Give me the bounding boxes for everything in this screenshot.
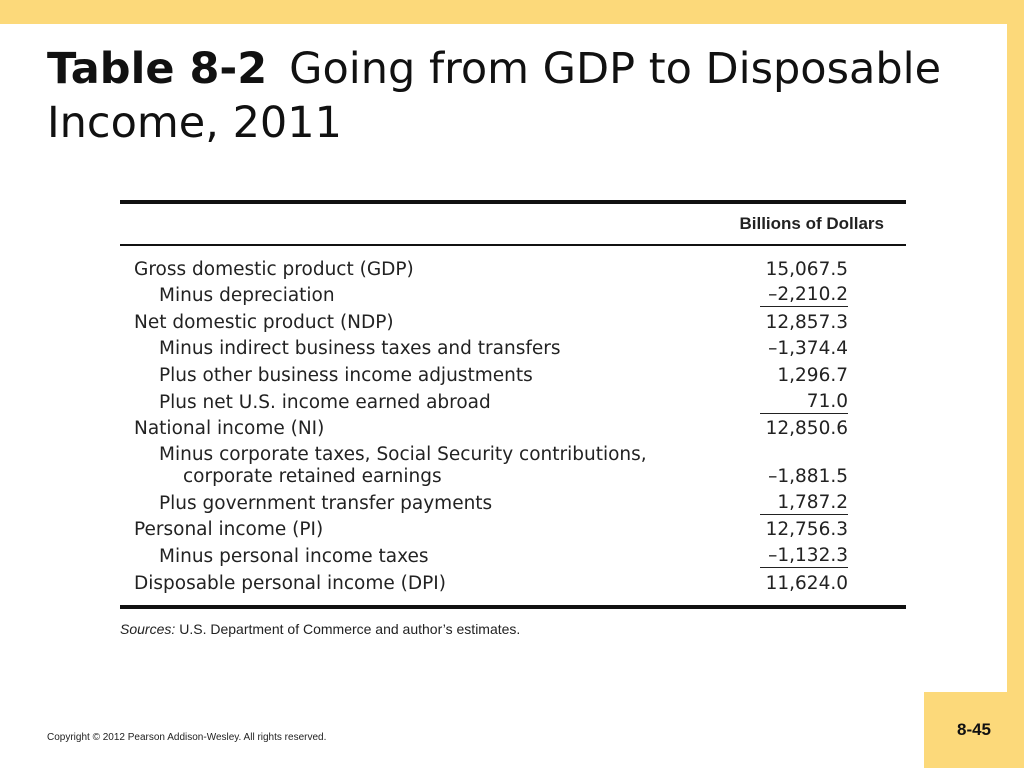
row-label: Minus personal income taxes	[159, 545, 429, 567]
table-row: Minus depreciation –2,210.2	[120, 281, 906, 308]
row-value-text: –1,132.3	[760, 545, 848, 568]
row-label: Net domestic product (NDP)	[134, 311, 394, 333]
table-row: Minus personal income taxes –1,132.3	[120, 541, 906, 568]
row-value: –2,210.2	[738, 281, 906, 308]
row-label-line1: Minus corporate taxes, Social Security c…	[159, 444, 647, 466]
row-value: 1,296.7	[738, 360, 906, 387]
row-value: 11,624.0	[738, 568, 906, 595]
sources-text: U.S. Department of Commerce and author’s…	[179, 620, 521, 637]
row-value-text: 12,850.6	[765, 418, 848, 440]
row-label: Minus indirect business taxes and transf…	[159, 338, 561, 360]
data-table: Billions of Dollars Gross domestic produ…	[120, 200, 906, 637]
row-value-text: 12,857.3	[765, 311, 848, 333]
table-row: Net domestic product (NDP) 12,857.3	[120, 307, 906, 334]
slide: Table 8-2 Going from GDP to Disposable In…	[0, 24, 1007, 768]
top-rule	[120, 200, 906, 204]
table-row: Disposable personal income (DPI) 11,624.…	[120, 568, 906, 595]
row-label: Minus depreciation	[159, 285, 335, 307]
row-label: Plus other business income adjustments	[159, 364, 533, 386]
row-value-text: –1,881.5	[768, 466, 848, 488]
row-value: 15,067.5	[738, 254, 906, 281]
row-label: Gross domestic product (GDP)	[134, 258, 414, 280]
row-value: –1,132.3	[738, 541, 906, 568]
table-row: National income (NI) 12,850.6	[120, 414, 906, 441]
header-rule	[120, 244, 906, 246]
row-value: 12,857.3	[738, 307, 906, 334]
row-value-text: 71.0	[760, 391, 848, 414]
row-value-text: –1,374.4	[768, 338, 848, 360]
row-value-text: 1,787.2	[760, 492, 848, 515]
row-value: 71.0	[738, 387, 906, 414]
row-label: Minus corporate taxes, Social Security c…	[120, 440, 738, 488]
table-number: Table 8-2	[47, 44, 268, 94]
table-row: Plus government transfer payments 1,787.…	[120, 488, 906, 515]
row-value: 12,756.3	[738, 515, 906, 542]
column-header-label: Billions of Dollars	[739, 214, 884, 233]
table-row: Plus other business income adjustments 1…	[120, 360, 906, 387]
row-value-text: 11,624.0	[765, 572, 848, 594]
column-header: Billions of Dollars	[120, 204, 906, 244]
table-row: Minus indirect business taxes and transf…	[120, 334, 906, 361]
row-value: 1,787.2	[738, 488, 906, 515]
sources-label: Sources:	[120, 620, 176, 637]
row-label: Personal income (PI)	[134, 519, 324, 541]
row-value-text: 12,756.3	[765, 519, 848, 541]
row-label: National income (NI)	[134, 418, 325, 440]
title-text: Going from GDP to Disposable Income, 201…	[47, 44, 942, 148]
table-body: Gross domestic product (GDP) 15,067.5 Mi…	[120, 254, 906, 595]
bottom-rule	[120, 604, 906, 609]
sources-note: Sources: U.S. Department of Commerce and …	[120, 621, 906, 637]
row-value: –1,881.5	[738, 440, 906, 488]
table-row: Gross domestic product (GDP) 15,067.5	[120, 254, 906, 281]
table-row: Personal income (PI) 12,756.3	[120, 515, 906, 542]
slide-title: Table 8-2 Going from GDP to Disposable In…	[47, 42, 947, 150]
row-value-text: –2,210.2	[760, 284, 848, 308]
row-value-text: 1,296.7	[777, 364, 848, 386]
row-label: Plus government transfer payments	[159, 492, 493, 514]
row-value: 12,850.6	[738, 414, 906, 441]
table-row: Minus corporate taxes, Social Security c…	[120, 440, 906, 488]
row-label: Plus net U.S. income earned abroad	[159, 391, 491, 413]
table-row: Plus net U.S. income earned abroad 71.0	[120, 387, 906, 414]
page-number: 8-45	[924, 692, 1024, 768]
copyright-notice: Copyright © 2012 Pearson Addison-Wesley.…	[47, 732, 327, 743]
row-value-text: 15,067.5	[765, 258, 848, 280]
row-label-line2: corporate retained earnings	[183, 466, 442, 488]
row-label: Disposable personal income (DPI)	[134, 572, 446, 594]
row-value: –1,374.4	[738, 334, 906, 361]
